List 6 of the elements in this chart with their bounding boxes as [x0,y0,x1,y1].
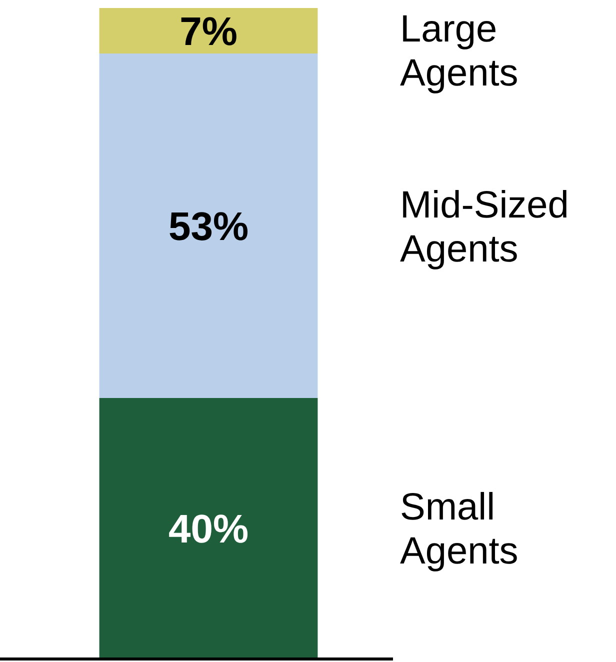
text: Large Agents [400,8,518,95]
text: Small Agents [400,486,518,573]
data-label: 40% [168,507,249,552]
data-label: 53% [168,205,249,250]
text: Mid-Sized Agents [400,184,569,270]
data-label: 7% [180,10,238,54]
